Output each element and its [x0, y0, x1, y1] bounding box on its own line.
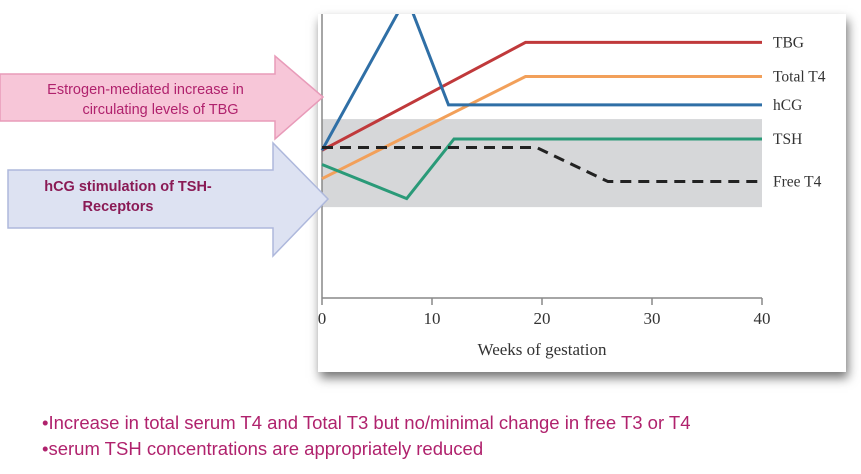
bullet-item: •serum TSH concentrations are appropriat… [42, 438, 484, 459]
estrogen-callout-text: Estrogen-mediated increase in circulatin… [8, 80, 283, 120]
chart-axes: 0 10 20 30 40 [318, 14, 771, 328]
hcg-callout-arrow [7, 141, 330, 258]
chart-card: 0 10 20 30 40 TBG Total T4 hCG TSH Free T4 Weeks… [318, 14, 846, 372]
series-line-tbg [321, 40, 762, 152]
hcg-callout-line1: hCG stimulation of TSH- [44, 179, 212, 195]
estrogen-callout-line2: circulating levels of TBG [82, 102, 239, 118]
series-line-total-t4 [321, 74, 762, 181]
x-tick-label: 10 [424, 309, 441, 328]
line-chart: 0 10 20 30 40 TBG Total T4 hCG TSH Free T4 Weeks… [318, 14, 826, 359]
series-line-tsh [321, 137, 762, 201]
hcg-callout-line2: Receptors [82, 199, 154, 215]
legend-label: TBG [773, 34, 804, 51]
series-line-hcg [320, 14, 762, 152]
x-axis-title: Weeks of gestation [478, 340, 607, 359]
legend-layer: TBG Total T4 hCG TSH Free T4 [773, 34, 826, 190]
estrogen-callout-line1: Estrogen-mediated increase in [47, 82, 244, 98]
legend-label: TSH [773, 131, 802, 148]
bullet-item: •Increase in total serum T4 and Total T3… [42, 412, 691, 433]
estrogen-callout-arrow [0, 54, 325, 141]
series-line-free-t4 [322, 145, 762, 184]
x-tick-label: 30 [644, 309, 661, 328]
series-layer [320, 14, 762, 201]
legend-label: hCG [773, 97, 802, 114]
hcg-callout-text: hCG stimulation of TSH- Receptors [8, 177, 248, 217]
legend-label: Free T4 [773, 174, 822, 191]
legend-label: Total T4 [773, 68, 826, 85]
x-tick-label: 0 [318, 309, 326, 328]
bullet-list: •Increase in total serum T4 and Total T3… [42, 410, 857, 462]
x-tick-label: 40 [754, 309, 771, 328]
x-tick-label: 20 [534, 309, 551, 328]
